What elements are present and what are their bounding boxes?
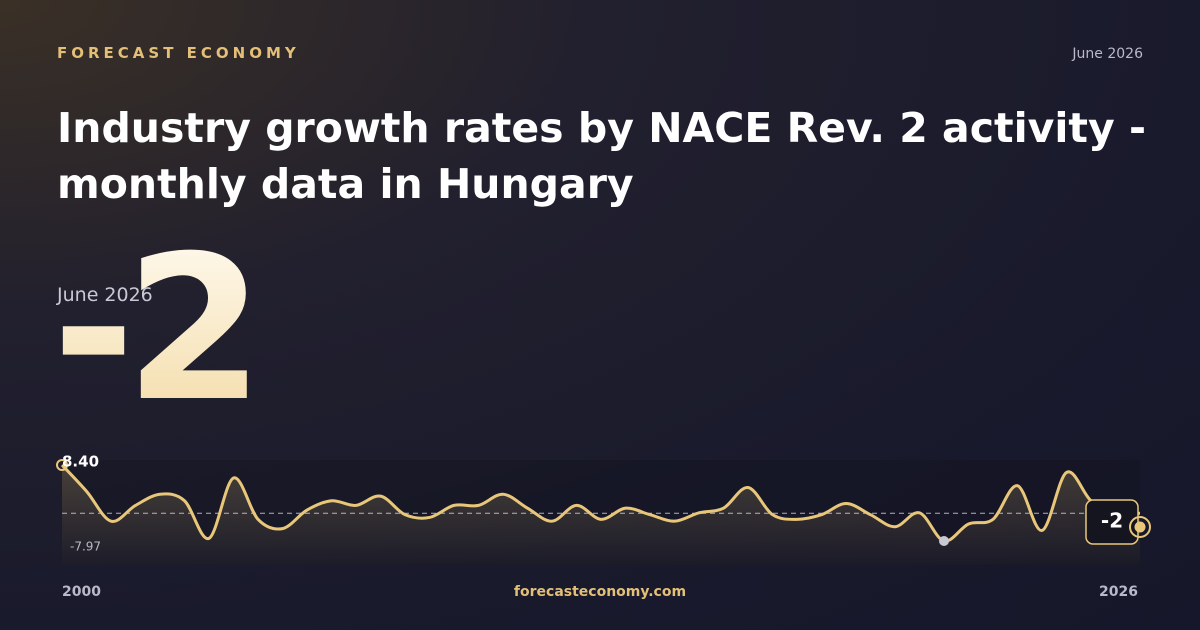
min-label: -7.97 [70,540,101,554]
date: June 2026 [1072,46,1143,62]
brand: FORECAST ECONOMY [57,44,300,62]
max-label: 8.40 [62,453,99,471]
end-marker [1134,521,1146,533]
x-end-label: 2026 [1099,584,1138,600]
title: Industry growth rates by NACE Rev. 2 act… [57,104,1147,208]
x-start-label: 2000 [62,584,101,600]
site-url: forecasteconomy.com [513,584,687,600]
end-ring [1129,516,1151,538]
min-marker [939,536,949,546]
badge-value: -2 [1101,509,1123,533]
area [62,465,1140,565]
line [60,463,1141,543]
headline-value: -2 [52,213,264,446]
max-marker [56,459,68,471]
headline-label: June 2026 [57,284,153,306]
